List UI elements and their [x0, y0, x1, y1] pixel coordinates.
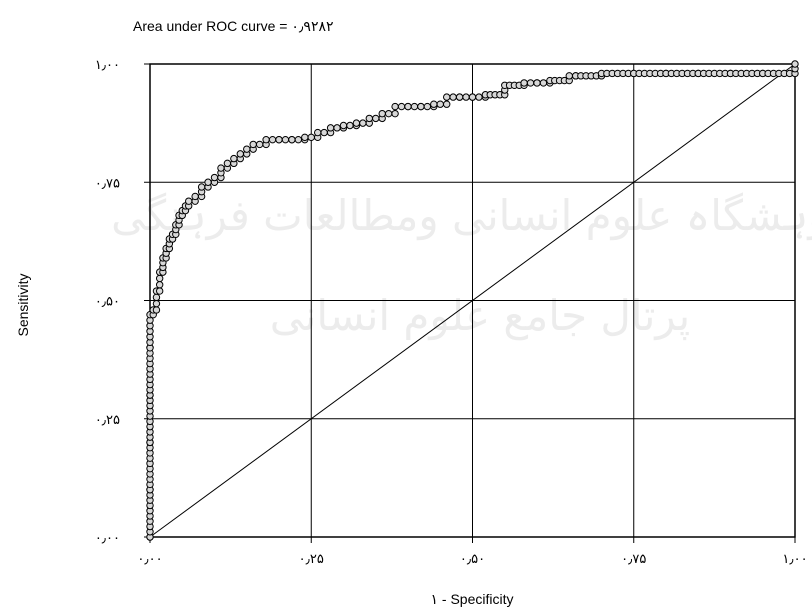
- roc-point: [191, 192, 199, 201]
- roc-point: [391, 109, 399, 118]
- x-axis: ۰٫۰۰ ۰٫۲۵ ۰٫۵۰ ۰٫۷۵ ۱٫۰۰: [137, 537, 808, 567]
- roc-point: [152, 306, 161, 314]
- roc-point: [243, 145, 251, 153]
- roc-point: [339, 121, 348, 130]
- y-tick-label: ۰٫۲۵: [95, 413, 120, 428]
- x-axis-title: ۱ - Specificity: [431, 591, 514, 607]
- roc-point: [443, 93, 451, 101]
- roc-point: [185, 197, 193, 205]
- roc-point: [210, 173, 219, 182]
- x-tick-label: ۱٫۰۰: [782, 552, 807, 567]
- x-tick-label: ۰٫۵۰: [460, 552, 485, 567]
- roc-point: [255, 140, 264, 149]
- roc-point: [791, 60, 799, 68]
- x-tick-label: ۰٫۷۵: [621, 552, 646, 567]
- roc-point: [320, 128, 328, 137]
- roc-point: [372, 114, 380, 123]
- roc-point: [533, 79, 541, 87]
- watermark-line-2: پرتال جامع علوم انسانی: [270, 291, 691, 341]
- roc-point: [288, 135, 296, 144]
- y-tick-label: ۰٫۰۰: [95, 531, 120, 546]
- watermark-line-1: ژوہشگاہ علوم انسانی ومطالعات فرہنگی: [111, 191, 812, 240]
- y-tick-label: ۰٫۵۰: [95, 295, 120, 310]
- chart-title: Area under ROC curve = ۰٫۹۲۸۲: [133, 18, 334, 34]
- y-tick-label: ۰٫۷۵: [95, 176, 120, 191]
- watermark: ژوہشگاہ علوم انسانی ومطالعات فرہنگی پرتا…: [111, 191, 812, 341]
- roc-point: [443, 100, 451, 108]
- roc-point: [475, 93, 483, 101]
- roc-point: [462, 93, 470, 101]
- roc-point: [314, 128, 322, 137]
- y-tick-label: ۱٫۰۰: [95, 58, 120, 73]
- roc-point: [455, 93, 464, 101]
- roc-point: [281, 135, 290, 144]
- roc-point: [365, 114, 373, 123]
- roc-point: [565, 72, 573, 80]
- roc-point: [333, 124, 341, 132]
- roc-point: [204, 178, 212, 186]
- roc-point: [301, 133, 309, 142]
- roc-point: [268, 135, 277, 144]
- x-tick-label: ۰٫۰۰: [137, 552, 162, 567]
- roc-point: [155, 281, 164, 289]
- roc-point: [436, 100, 444, 108]
- roc-point: [155, 274, 164, 283]
- roc-point: [262, 135, 270, 144]
- roc-point: [155, 287, 164, 295]
- roc-point: [217, 164, 225, 172]
- reference-line: [149, 63, 796, 538]
- roc-point: [430, 100, 438, 108]
- roc-point: [346, 121, 354, 130]
- roc-point: [397, 102, 406, 111]
- roc-point: [404, 102, 412, 111]
- roc-points: [146, 60, 799, 541]
- roc-point: [249, 140, 257, 149]
- x-tick-label: ۰٫۲۵: [299, 552, 324, 567]
- roc-point: [197, 183, 206, 191]
- roc-point: [526, 79, 535, 87]
- roc-point: [359, 119, 367, 127]
- roc-point: [391, 102, 399, 111]
- roc-point: [352, 119, 361, 127]
- roc-point: [294, 135, 303, 144]
- y-axis-title: Sensitivity: [15, 273, 31, 336]
- roc-point: [384, 109, 393, 118]
- roc-point: [539, 79, 548, 87]
- roc-point: [223, 159, 232, 168]
- roc-point: [152, 293, 161, 302]
- roc-point: [230, 154, 238, 163]
- y-axis: ۰٫۰۰ ۰٫۲۵ ۰٫۵۰ ۰٫۷۵ ۱٫۰۰: [95, 58, 150, 546]
- roc-point: [417, 102, 425, 111]
- roc-point: [326, 124, 335, 132]
- roc-point: [410, 102, 419, 111]
- roc-point: [520, 79, 528, 87]
- roc-point: [236, 150, 245, 158]
- roc-point: [449, 93, 457, 101]
- roc-point: [378, 109, 386, 118]
- roc-point: [275, 135, 283, 144]
- roc-point: [152, 299, 161, 308]
- roc-point: [468, 93, 477, 101]
- roc-point: [423, 102, 432, 111]
- roc-point: [307, 133, 315, 142]
